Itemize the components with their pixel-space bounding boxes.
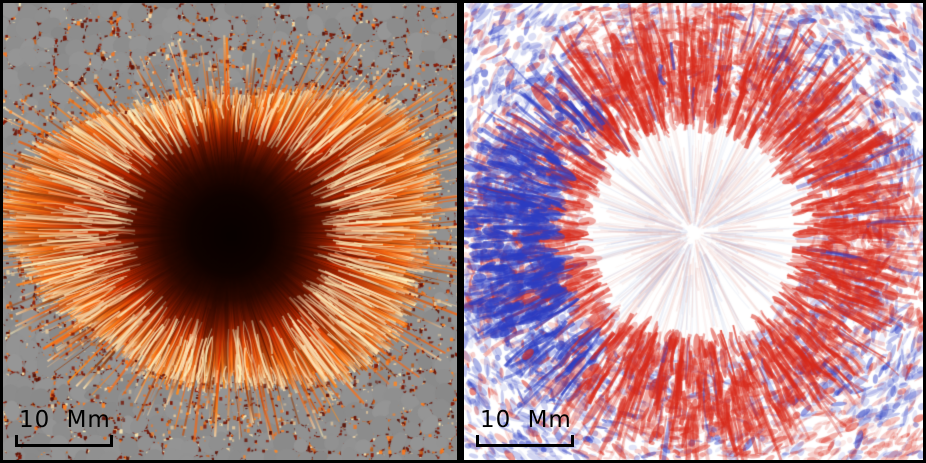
- sunspot-intensity-image: [3, 3, 457, 460]
- intensity-panel: 10 Mm: [3, 3, 457, 460]
- doppler-velocity-image: [464, 3, 923, 460]
- panel-divider: [457, 0, 464, 463]
- doppler-panel: 10 Mm: [464, 3, 923, 460]
